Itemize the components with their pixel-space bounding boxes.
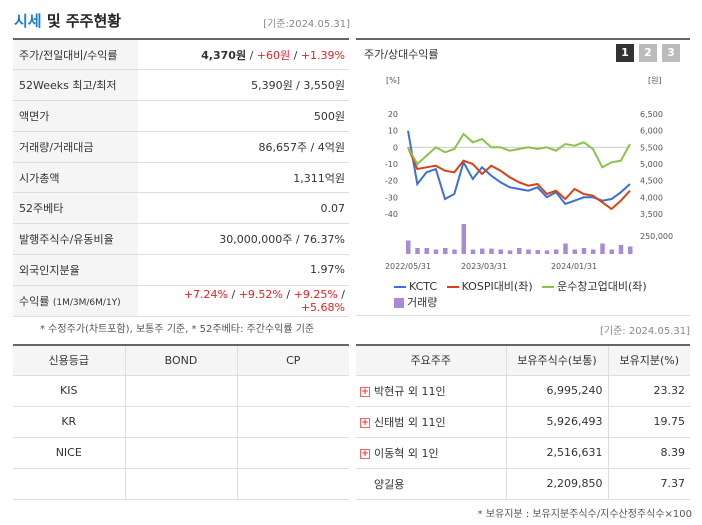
- base-date: [기준:2024.05.31]: [263, 19, 350, 30]
- legend-kospi: KOSPI대비(좌): [446, 280, 533, 293]
- holders-header-name: 주요주주: [356, 344, 507, 376]
- volume-bar: [424, 248, 429, 254]
- volume-bar: [480, 248, 485, 254]
- table-row: + 신태범 외 11인 5,926,493 19.75: [356, 405, 690, 438]
- y-left-tick: -10: [385, 160, 398, 169]
- volume-bar: [489, 248, 494, 254]
- series-line-2: [407, 132, 631, 169]
- volume-bar: [554, 249, 559, 254]
- volume-bar: [572, 249, 577, 254]
- volume-bar: [415, 248, 420, 254]
- y-left-unit: [%]: [386, 76, 400, 85]
- legend-kctc: KCTC: [394, 280, 437, 293]
- series-line-0: [407, 130, 631, 206]
- volume-bar: [618, 245, 624, 254]
- y-volume-tick: 250,000: [640, 232, 673, 241]
- expand-icon[interactable]: +: [360, 417, 370, 428]
- info-row-marketcap: 시가총액 1,311억원: [13, 162, 349, 194]
- volume-bar: [517, 248, 522, 254]
- volume-bar: [470, 249, 476, 254]
- volume-bar: [535, 250, 540, 254]
- y-right-tick: 5,500: [640, 143, 663, 152]
- table-row: + 이동혁 외 1인 2,516,631 8.39: [356, 436, 690, 469]
- chart-tab-1[interactable]: 1: [616, 44, 634, 62]
- volume-bar: [526, 249, 531, 254]
- y-left-tick: -40: [385, 210, 398, 219]
- table-row: KIS: [13, 374, 349, 407]
- holders-header-pct: 보유지분(%): [607, 344, 690, 376]
- info-row-beta: 52주베타 0.07: [13, 192, 349, 225]
- y-right-tick: 6,500: [640, 110, 663, 119]
- info-row-price: 주가/전일대비/수익률 4,370원 / +60원 / +1.39%: [13, 39, 349, 71]
- y-right-tick: 3,500: [640, 210, 663, 219]
- credit-header-grade: 신용등급: [13, 344, 126, 376]
- legend-volume: 거래량: [394, 296, 437, 309]
- expand-icon[interactable]: +: [360, 448, 370, 459]
- volume-bar: [461, 224, 466, 254]
- chart-tab-2[interactable]: 2: [639, 44, 657, 62]
- volume-bar: [452, 249, 457, 254]
- y-right-tick: 4,000: [640, 193, 663, 202]
- info-footnote: * 수정주가(차트포함), 보통주 기준, * 52주베타: 주간수익률 기준: [40, 324, 315, 335]
- x-tick: 2024/01/31: [551, 262, 597, 271]
- volume-bar: [498, 249, 503, 254]
- credit-header-cp: CP: [236, 344, 349, 376]
- volume-bar: [443, 248, 448, 254]
- volume-bar: [406, 240, 411, 254]
- volume-bar: [609, 249, 614, 254]
- credit-header-bond: BOND: [124, 344, 238, 376]
- chart-tabs: 1 2 3: [616, 44, 680, 62]
- x-tick: 2022/05/31: [385, 262, 431, 271]
- y-left-tick: 10: [388, 127, 398, 136]
- chart-legend: KCTC KOSPI대비(좌) 운수창고업대비(좌) 거래량: [394, 278, 684, 310]
- chart-canvas: [%] [원] 20 10 0 -10 -20 -30 -40 6,500 6,000 5,500 5,…: [385, 76, 673, 271]
- y-left-tick: 20: [388, 110, 398, 119]
- table-row: NICE: [13, 436, 349, 469]
- chart-panel: 주가/상대수익률 1 2 3 [%] [원] 20 10 0 -10 -20 -30 -40 6,…: [356, 38, 690, 316]
- y-right-tick: 5,000: [640, 160, 663, 169]
- chart-title: 주가/상대수익률: [364, 48, 439, 61]
- info-row-foreign: 외국인지분율 1.97%: [13, 254, 349, 286]
- volume-bar: [544, 250, 550, 254]
- chart-tab-3[interactable]: 3: [662, 44, 680, 62]
- volume-bar: [433, 249, 439, 254]
- volume-bar: [628, 246, 633, 254]
- table-row: [13, 467, 349, 500]
- volume-bar: [507, 250, 513, 254]
- x-tick: 2023/03/31: [461, 262, 507, 271]
- credit-rating-table: 신용등급 BOND CP KIS KR NICE: [13, 344, 349, 500]
- info-row-52w: 52Weeks 최고/최저 5,390원 / 3,550원: [13, 69, 349, 102]
- series-line-1: [407, 146, 631, 211]
- y-left-tick: 0: [393, 143, 398, 152]
- volume-bar: [600, 243, 605, 254]
- volume-bar: [563, 243, 568, 254]
- y-right-unit: [원]: [648, 76, 662, 85]
- shareholders-table: 주요주주 보유주식수(보통) 보유지분(%) + 박현규 외 11인 6,995,24…: [356, 344, 690, 500]
- holders-footnote: * 보유지분 : 보유지분주식수/지수산정주식수×100: [477, 509, 692, 520]
- volume-bar: [591, 249, 596, 254]
- info-row-par: 액면가 500원: [13, 100, 349, 132]
- expand-icon[interactable]: +: [360, 386, 370, 397]
- price-info-table: 주가/전일대비/수익률 4,370원 / +60원 / +1.39% 52Wee…: [13, 38, 349, 317]
- y-right-tick: 4,500: [640, 177, 663, 186]
- legend-sector: 운수창고업대비(좌): [542, 280, 647, 293]
- page-title: 시세 및 주주현황: [14, 12, 122, 30]
- table-row: + 박현규 외 11인 6,995,240 23.32: [356, 374, 690, 407]
- table-row: 양길용 2,209,850 7.37: [356, 467, 690, 500]
- table-row: KR: [13, 405, 349, 438]
- y-right-tick: 6,000: [640, 127, 663, 136]
- holders-header-shares: 보유주식수(보통): [505, 344, 609, 376]
- info-row-shares: 발행주식수/유동비율 30,000,000주 / 76.37%: [13, 223, 349, 256]
- y-left-tick: -20: [385, 177, 398, 186]
- volume-bar: [581, 248, 587, 254]
- y-left-tick: -30: [385, 193, 398, 202]
- holders-base-date: [기준: 2024.05.31]: [599, 326, 690, 337]
- info-row-volume: 거래량/거래대금 86,657주 / 4억원: [13, 131, 349, 163]
- info-row-returns: 수익률 (1M/3M/6M/1Y) +7.24% / +9.52% / +9.2…: [13, 285, 349, 317]
